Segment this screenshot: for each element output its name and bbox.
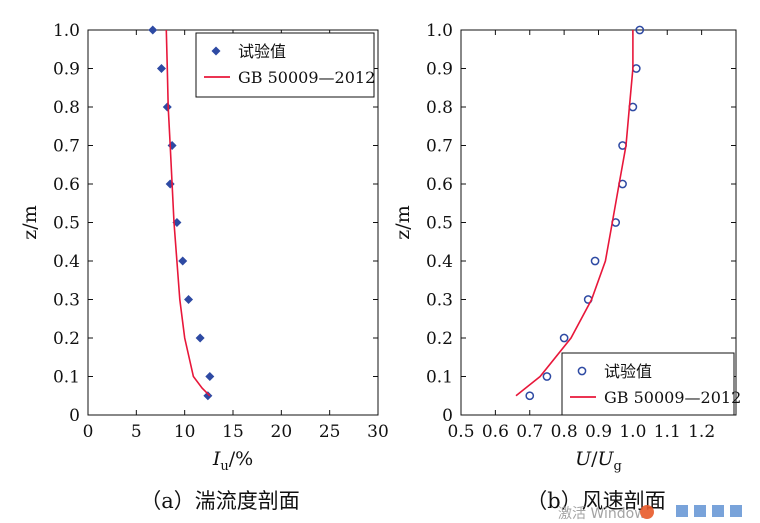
x-tick-label: 1.2 [688,422,715,442]
y-tick-label: 0.1 [53,368,80,388]
x-tick-label: 1.0 [619,422,646,442]
y-tick-label: 0.7 [53,137,80,157]
x-axis-label: U/Ug [575,448,622,474]
data-point-circle [590,256,600,266]
data-point-diamond [195,333,205,343]
legend-label: GB 50009—2012 [604,388,741,407]
y-tick-label: 0.6 [53,175,80,195]
x-tick-label: 0 [83,422,94,442]
x-tick-label: 0.7 [516,422,543,442]
y-tick-label: 0.7 [426,137,453,157]
data-point-circle [525,391,535,401]
legend-diamond-swatch [211,46,221,56]
legend-label: 试验值 [604,362,652,381]
x-axis-label-part: /% [229,448,253,470]
x-tick-label: 25 [319,422,341,442]
data-point-diamond [203,391,213,401]
y-tick-label: 0.9 [426,60,453,80]
tray-icon [712,505,724,517]
y-tick-label: 0.3 [426,291,453,311]
y-tick-label: 0.8 [426,98,453,118]
y-tick-label: 0.1 [426,368,453,388]
x-axis-label-part: I [212,448,221,470]
y-tick-label: 0.5 [426,214,453,234]
x-axis-label-part: / [591,448,598,470]
data-point-diamond [162,102,172,112]
y-tick-label: 0 [442,406,453,426]
panel-a-turbulence-profile: 0 5 10 15 20 25 30 0 0.1 0.2 0.3 0.4 0.5 0.6 0.7 0.8 0.9… [19,21,389,474]
x-tick-label: 10 [174,422,196,442]
data-point-circle [635,25,645,35]
y-tick-label: 0.2 [53,329,80,349]
x-axis-label-part: u [220,459,228,474]
x-axis-label: Iu/% [212,448,253,474]
x-tick-label: 0.6 [482,422,509,442]
y-tick-label: 0.6 [426,175,453,195]
windows-activation-watermark: 激活 Windows [558,505,742,522]
data-point-diamond [184,295,194,304]
x-axis-label-part: U [598,448,615,470]
panel-b-wind-speed-profile: 0.5 0.6 0.7 0.8 0.9 1.0 1.1 1.2 0 0.1 0.2 0.3 0.4 0.5… [392,21,741,474]
data-point-diamond [165,179,175,189]
y-tick-label: 1.0 [426,21,453,41]
x-tick-label: 5 [131,422,142,442]
tray-icon [676,505,688,517]
legend-circle-swatch [577,366,587,376]
legend-box [561,352,735,416]
data-point-diamond [156,64,166,73]
data-point-diamond [205,372,215,381]
tray-icon [730,505,742,517]
x-tick-label: 0.8 [551,422,578,442]
y-axis-label: z/m [19,205,41,239]
x-tick-label: 15 [222,422,244,442]
y-tick-label: 0 [69,406,80,426]
data-point-circle [542,372,552,381]
legend-box [195,32,375,98]
data-series-line [515,30,634,397]
x-axis-label-part: g [614,459,622,474]
data-point-diamond [178,256,188,266]
legend-label: 试验值 [238,42,286,61]
legend-label: GB 50009—2012 [238,68,375,87]
data-point-diamond [167,141,177,150]
y-tick-label: 0.3 [53,291,80,311]
y-tick-label: 0.4 [426,252,453,272]
y-tick-label: 0.2 [426,329,453,349]
tray-icon [694,505,706,517]
y-tick-label: 0.9 [53,60,80,80]
x-tick-label: 0.9 [585,422,612,442]
x-axis-label-part: U [575,448,592,470]
data-point-diamond [148,25,158,35]
x-tick-label: 20 [271,422,293,442]
x-tick-label: 30 [367,422,389,442]
data-series-line [165,29,211,397]
caption-panel-a: （a）湍流度剖面 [140,489,300,513]
y-tick-label: 0.5 [53,214,80,234]
watermark-text: 激活 Windows [558,505,653,522]
y-tick-label: 0.8 [53,98,80,118]
x-tick-label: 1.1 [654,422,681,442]
data-point-circle [559,333,569,343]
y-tick-label: 1.0 [53,21,80,41]
x-tick-label: 0.5 [447,422,474,442]
watermark-logo-icon [640,505,654,519]
y-axis-label: z/m [392,205,414,239]
y-tick-label: 0.4 [53,252,80,272]
data-point-circle [631,64,641,73]
